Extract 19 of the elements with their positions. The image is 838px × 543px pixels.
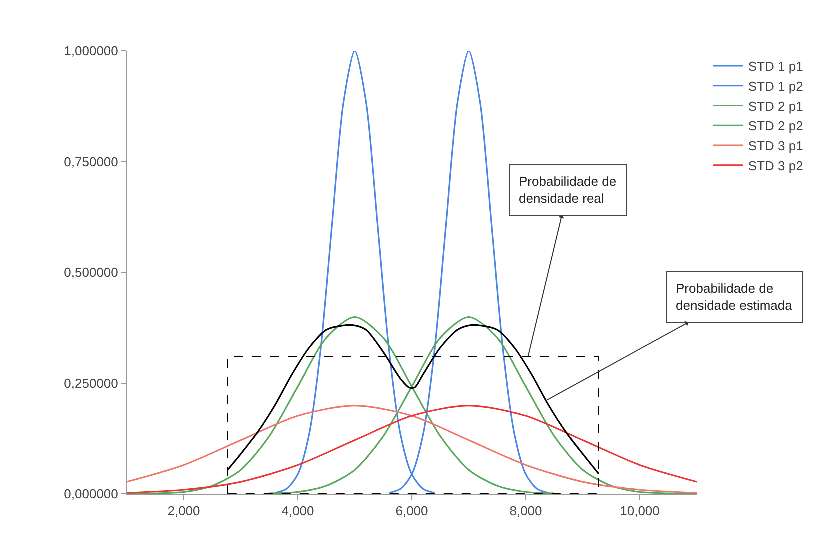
legend-label: STD 3 p1 — [748, 138, 804, 154]
x-tick-label: 6,000 — [396, 504, 428, 519]
legend-label: STD 2 p1 — [748, 98, 804, 114]
y-tick-label: 0,250000 — [64, 376, 118, 391]
y-tick-label: 0,500000 — [64, 265, 118, 280]
x-tick-label: 4,000 — [282, 504, 314, 519]
x-tick-label: 8,000 — [510, 504, 542, 519]
y-tick-label: 1,000000 — [64, 44, 118, 59]
legend-label: STD 2 p2 — [748, 118, 804, 134]
x-tick-label: 10,000 — [620, 504, 660, 519]
legend-label: STD 1 p2 — [748, 78, 804, 94]
y-tick-label: 0,750000 — [64, 154, 118, 170]
legend-label: STD 3 p2 — [748, 158, 804, 174]
annotation: Probabilidade de densidade estimada — [676, 281, 794, 313]
annotation: Probabilidade de densidade real — [519, 174, 617, 206]
y-tick-label: 0,000000 — [64, 486, 118, 502]
x-tick-label: 2,000 — [168, 504, 200, 519]
line-series — [227, 324, 600, 475]
legend-label: STD 1 p1 — [748, 59, 804, 74]
